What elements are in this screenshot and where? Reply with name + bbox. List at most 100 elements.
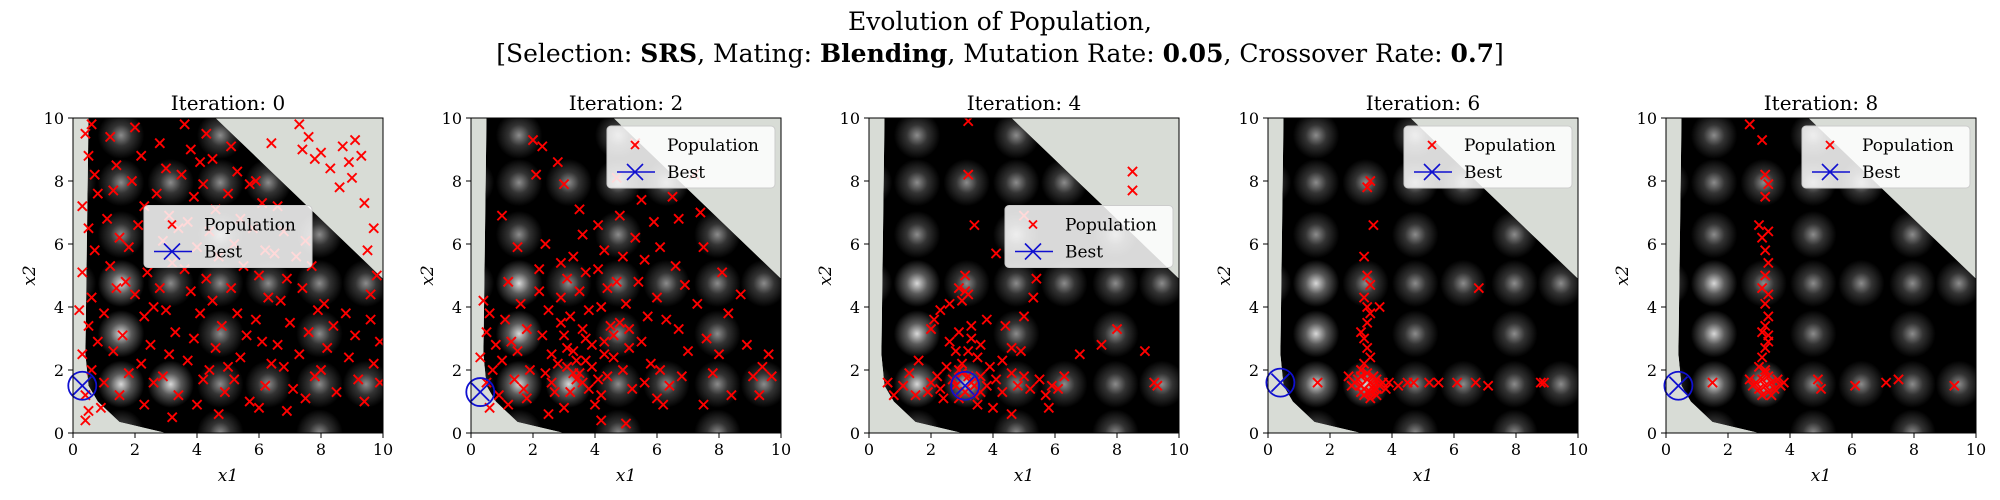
population-point <box>953 364 965 376</box>
landscape-blob <box>694 360 741 408</box>
population-point <box>176 169 187 180</box>
population-point <box>723 308 734 319</box>
population-point <box>592 374 604 385</box>
population-point <box>244 178 255 190</box>
population-point <box>990 374 1002 385</box>
population-point <box>540 367 551 379</box>
landscape-blob <box>197 310 244 358</box>
population-point <box>148 301 159 313</box>
population-point <box>626 383 638 395</box>
population-point <box>1849 380 1861 392</box>
y-tick-label: 2 <box>850 361 860 380</box>
population-point <box>272 339 283 351</box>
landscape-blob <box>1690 259 1738 307</box>
population-point <box>194 156 206 168</box>
population-point <box>984 361 996 373</box>
population-point <box>580 267 591 278</box>
legend-population-marker <box>167 219 177 230</box>
landscape-blob <box>1690 158 1738 207</box>
x-tick-label: 6 <box>1449 440 1459 459</box>
population-point <box>1759 298 1771 310</box>
population-point <box>359 396 370 407</box>
population-point <box>555 257 567 269</box>
population-point <box>77 200 88 212</box>
population-point <box>365 289 376 300</box>
population-point <box>1949 380 1960 392</box>
population-point <box>126 175 138 187</box>
population-point <box>1059 371 1070 382</box>
population-point <box>1365 279 1376 291</box>
population-point <box>533 263 545 275</box>
population-point <box>263 292 274 303</box>
population-point <box>188 191 200 203</box>
population-point <box>213 408 224 420</box>
population-point <box>682 345 694 357</box>
population-point <box>602 371 613 382</box>
population-point <box>1358 333 1370 344</box>
population-point <box>1380 383 1392 395</box>
plot-panel-0: 00 2 2 4 4 6 6 8 8 10 10 Iteration: 0 x1 x2 Population… <box>20 91 393 486</box>
population-point <box>139 399 150 410</box>
population-point <box>1383 377 1395 388</box>
legend-population-label: Population <box>1464 136 1556 156</box>
population-point <box>925 323 937 335</box>
population-point <box>564 386 576 398</box>
population-point <box>568 345 579 357</box>
population-point <box>670 260 681 272</box>
population-point <box>343 156 355 168</box>
population-point <box>1707 377 1718 388</box>
population-point <box>154 282 166 294</box>
population-point <box>362 245 373 256</box>
population-point <box>941 361 952 373</box>
population-point <box>493 389 505 401</box>
landscape-blob <box>1838 360 1885 408</box>
population-point <box>191 399 203 410</box>
population-point <box>623 323 635 335</box>
population-point <box>636 336 647 347</box>
landscape-blob <box>197 360 244 408</box>
population-point <box>222 361 234 373</box>
population-point <box>1028 292 1039 303</box>
population-point <box>577 377 588 388</box>
population-point <box>481 377 492 388</box>
population-point <box>129 122 141 133</box>
x-tick-label: 8 <box>1909 440 1919 459</box>
population-point <box>1365 308 1376 319</box>
y-tick-label: 10 <box>840 109 860 128</box>
population-point <box>1759 367 1771 379</box>
x-tick-label: 4 <box>988 440 998 459</box>
y-tick-label: 8 <box>1647 172 1657 191</box>
population-point <box>346 172 358 184</box>
population-point <box>1744 374 1755 385</box>
population-point <box>1766 377 1777 388</box>
population-point <box>667 191 678 203</box>
population-point <box>1015 345 1027 357</box>
landscape-blob <box>1537 259 1578 307</box>
population-point <box>1046 380 1058 392</box>
population-point <box>235 352 246 363</box>
population-point <box>592 219 604 231</box>
landscape-blob <box>495 118 543 159</box>
population-point <box>1408 377 1419 388</box>
population-point <box>266 358 277 369</box>
population-point <box>1312 377 1323 388</box>
population-point <box>111 282 122 294</box>
population-point <box>104 260 116 272</box>
y-tick-label: 10 <box>442 109 462 128</box>
population-point <box>630 232 641 243</box>
population-point <box>922 386 934 398</box>
population-point <box>888 389 900 401</box>
x-axis-label: x1 <box>1811 466 1831 486</box>
landscape-blob <box>1889 310 1936 358</box>
population-point <box>1043 402 1055 414</box>
population-point <box>595 301 607 313</box>
landscape-blob <box>1292 259 1340 307</box>
legend: Population Best <box>606 125 776 189</box>
y-tick-label: 8 <box>1249 172 1259 191</box>
population-point <box>297 282 308 294</box>
population-point <box>605 320 616 332</box>
legend-best-label: Best <box>1862 163 1900 183</box>
landscape-blob <box>97 259 145 307</box>
population-point <box>648 216 660 228</box>
